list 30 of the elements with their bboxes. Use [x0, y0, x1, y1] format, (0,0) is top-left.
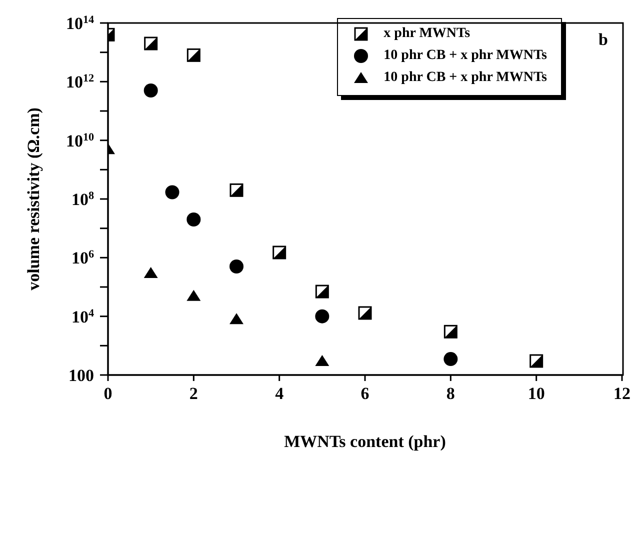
point	[165, 185, 180, 200]
annotation: b	[598, 30, 608, 50]
point	[315, 309, 330, 324]
y-tick-label: 10$^{12}$	[66, 72, 94, 92]
y-axis-title: volume resistivity (Ω.cm)	[24, 108, 44, 290]
x-tick-label: 4	[275, 384, 284, 403]
y-tick-label: 10$^{6}$	[71, 248, 94, 268]
x-tick-label: 6	[360, 384, 370, 403]
point	[444, 352, 458, 366]
point	[186, 290, 201, 301]
x-tick-label: 8	[446, 384, 455, 403]
y-tick-label: 10$^{10}$	[66, 131, 94, 150]
legend-label: 10 phr CB + x phr MWNTs	[384, 69, 547, 87]
x-tick-label: 10	[528, 384, 545, 403]
y-tick-label: 10$^{14}$	[66, 14, 94, 33]
legend-label: x phr MWNTs	[384, 25, 470, 43]
x-tick-label: 12	[614, 384, 630, 403]
point	[315, 355, 330, 366]
y-tick-label: 100	[68, 366, 94, 385]
point	[230, 313, 244, 324]
y-tick-label: 10$^{8}$	[71, 190, 94, 209]
x-tick-label: 2	[189, 384, 198, 403]
x-tick-label: 0	[104, 384, 112, 403]
point	[144, 83, 158, 98]
point	[186, 212, 201, 227]
x-axis-title: MWNTs content (phr)	[284, 432, 446, 452]
point	[144, 267, 158, 278]
y-tick-label: 10$^{4}$	[71, 307, 94, 326]
legend-label: 10 phr CB + x phr MWNTs	[384, 47, 547, 65]
point	[230, 259, 244, 274]
